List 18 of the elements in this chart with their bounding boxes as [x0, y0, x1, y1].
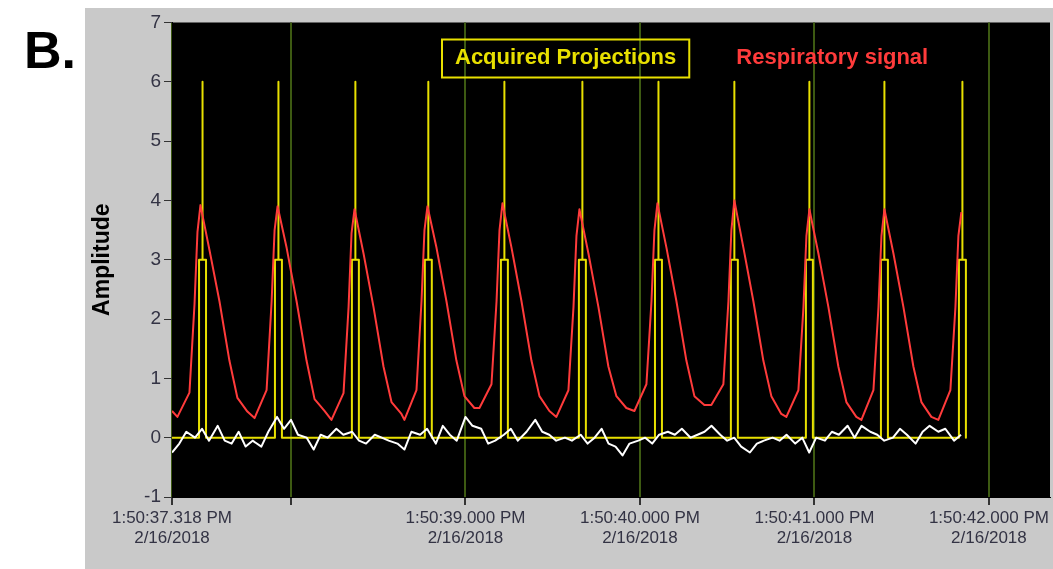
x-tick-label: 1:50:41.000 PM 2/16/2018	[754, 507, 875, 548]
x-tick-label: 1:50:37.318 PM 2/16/2018	[111, 507, 233, 548]
x-tick-label: 1:50:39.000 PM 2/16/2018	[405, 507, 526, 548]
x-tick-label: 1:50:40.000 PM 2/16/2018	[579, 507, 700, 548]
chart-title: B.	[24, 20, 76, 80]
y-tick-label: 2	[150, 307, 161, 329]
y-axis-title: Amplitude	[88, 203, 115, 316]
x-tick-label: 1:50:42.000 PM 2/16/2018	[928, 507, 1049, 548]
y-tick-label: 7	[150, 10, 161, 32]
y-tick-label: 0	[150, 425, 161, 447]
y-tick-label: 3	[150, 247, 161, 269]
y-tick-label: -1	[144, 485, 161, 507]
y-tick-label: 1	[150, 366, 161, 388]
y-tick-label: 5	[150, 129, 161, 151]
text: Respiratory signal	[736, 44, 929, 70]
series-label: Acquired Projections	[455, 44, 677, 70]
y-tick-label: 6	[150, 69, 161, 91]
y-tick-label: 4	[150, 188, 162, 210]
